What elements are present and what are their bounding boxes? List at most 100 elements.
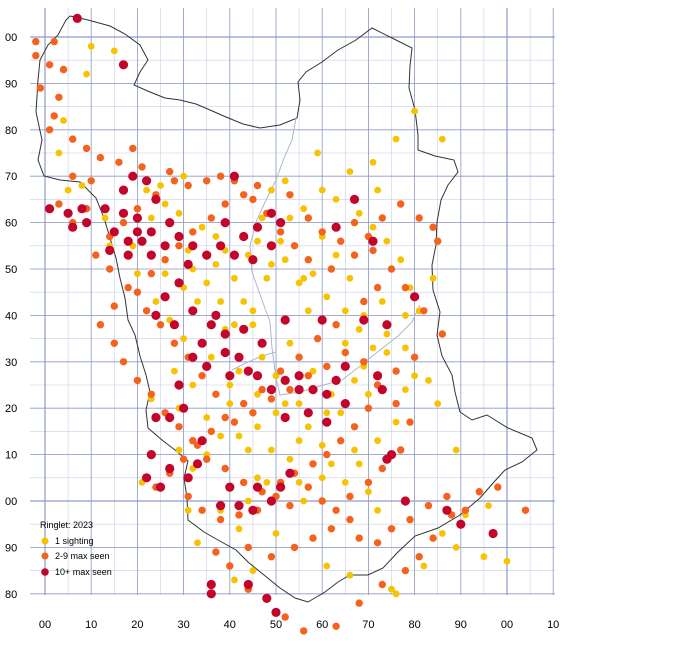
record-dot-level-3 (220, 329, 230, 339)
record-dot-level-2 (401, 283, 410, 292)
record-dot-level-3 (206, 589, 216, 599)
record-dot-level-3 (118, 208, 129, 218)
record-dot-level-1 (152, 298, 160, 305)
legend-label-10-plus: 10+ max seen (55, 567, 112, 577)
record-dot-level-1 (351, 446, 358, 454)
record-dot-level-3 (229, 250, 239, 260)
record-dot-level-1 (383, 330, 391, 338)
record-dot-level-2 (332, 506, 340, 514)
record-dot-level-3 (165, 463, 175, 474)
record-dot-level-3 (216, 241, 226, 251)
record-dot-level-2 (420, 307, 428, 315)
record-dot-level-2 (290, 543, 299, 552)
record-dot-level-1 (332, 196, 340, 203)
record-dot-level-3 (197, 436, 207, 446)
record-dot-level-1 (304, 423, 312, 431)
record-dot-level-3 (276, 218, 286, 228)
record-dot-level-2 (397, 200, 405, 208)
record-dot-level-2 (406, 515, 414, 524)
x-tick-label: 00 (39, 619, 51, 631)
record-dot-level-2 (286, 385, 294, 394)
inner-boundary (231, 351, 277, 371)
record-dot-level-3 (243, 366, 253, 376)
record-dot-level-1 (402, 312, 409, 319)
record-dot-level-2 (350, 218, 359, 227)
record-dot-level-3 (488, 528, 498, 539)
record-dot-level-1 (332, 251, 340, 259)
record-dot-level-2 (350, 251, 359, 259)
record-dot-level-2 (184, 492, 192, 501)
record-dot-level-3 (303, 408, 313, 418)
record-dot-level-1 (369, 223, 377, 231)
record-dot-level-2 (249, 195, 257, 204)
record-dot-level-1 (392, 590, 400, 598)
record-dot-level-3 (45, 204, 55, 214)
record-dot-level-3 (266, 241, 276, 251)
record-dot-level-2 (235, 511, 243, 519)
record-dot-level-2 (286, 501, 294, 510)
record-dot-level-1 (184, 506, 192, 514)
record-dot-level-2 (124, 283, 132, 292)
record-dot-level-3 (216, 501, 226, 511)
record-dot-level-2 (387, 265, 396, 273)
record-dot-level-1 (314, 149, 321, 157)
record-dot-level-2 (240, 191, 248, 199)
x-tick-label: 80 (408, 619, 420, 631)
record-dot-level-1 (425, 377, 432, 384)
record-dot-level-3 (165, 412, 175, 423)
legend-label-1-sighting: 1 sighting (55, 536, 94, 546)
y-tick-label: 20 (5, 403, 17, 415)
record-dot-level-3 (109, 227, 119, 237)
record-dot-level-2 (96, 321, 105, 329)
y-tick-label: 90 (5, 78, 17, 90)
record-dot-level-1 (295, 279, 303, 287)
record-dot-level-3 (105, 245, 115, 255)
record-dot-level-2 (309, 534, 317, 542)
record-dot-level-2 (304, 372, 312, 380)
record-dot-level-1 (341, 339, 349, 347)
record-dot-level-2 (267, 395, 276, 403)
record-dot-level-2 (369, 246, 377, 255)
record-dot-level-3 (128, 171, 138, 181)
record-dot-level-2 (327, 265, 336, 273)
record-dot-level-1 (355, 325, 363, 333)
record-dot-level-3 (174, 380, 184, 390)
record-dot-level-2 (82, 144, 91, 153)
record-dot-level-1 (263, 274, 271, 282)
record-dot-level-3 (234, 352, 244, 362)
record-dot-level-2 (323, 362, 331, 371)
record-dot-level-2 (221, 200, 229, 208)
record-dot-level-2 (276, 228, 285, 236)
record-dot-level-1 (249, 321, 257, 329)
record-dot-level-1 (203, 414, 211, 421)
x-tick-label: 10 (85, 619, 97, 631)
record-dot-level-1 (110, 47, 118, 55)
record-dot-level-1 (328, 460, 335, 468)
record-dot-level-3 (146, 450, 156, 460)
record-dot-level-3 (340, 361, 350, 371)
record-dot-level-2 (300, 627, 308, 635)
record-dot-level-2 (355, 599, 363, 607)
record-dot-level-1 (434, 400, 442, 407)
record-dot-level-1 (351, 377, 358, 384)
record-dot-level-2 (96, 153, 105, 162)
record-dot-level-1 (411, 372, 418, 380)
legend-title: Ringlet: 2023 (40, 520, 93, 530)
record-dot-level-1 (318, 474, 326, 482)
record-dot-level-3 (151, 194, 161, 204)
record-dot-level-2 (364, 404, 373, 412)
record-dot-level-2 (106, 265, 114, 273)
record-dot-level-2 (133, 288, 142, 296)
record-dot-level-2 (397, 446, 405, 454)
record-dot-level-2 (373, 539, 382, 547)
record-dot-level-2 (253, 181, 262, 190)
record-dot-level-1 (374, 186, 381, 194)
record-dot-level-1 (272, 409, 280, 417)
record-dot-level-3 (262, 593, 272, 604)
record-dot-level-3 (285, 468, 295, 478)
record-dot-level-2 (475, 488, 483, 496)
record-dot-level-1 (309, 270, 317, 277)
record-dot-level-3 (400, 496, 410, 506)
record-dot-level-2 (175, 242, 183, 250)
